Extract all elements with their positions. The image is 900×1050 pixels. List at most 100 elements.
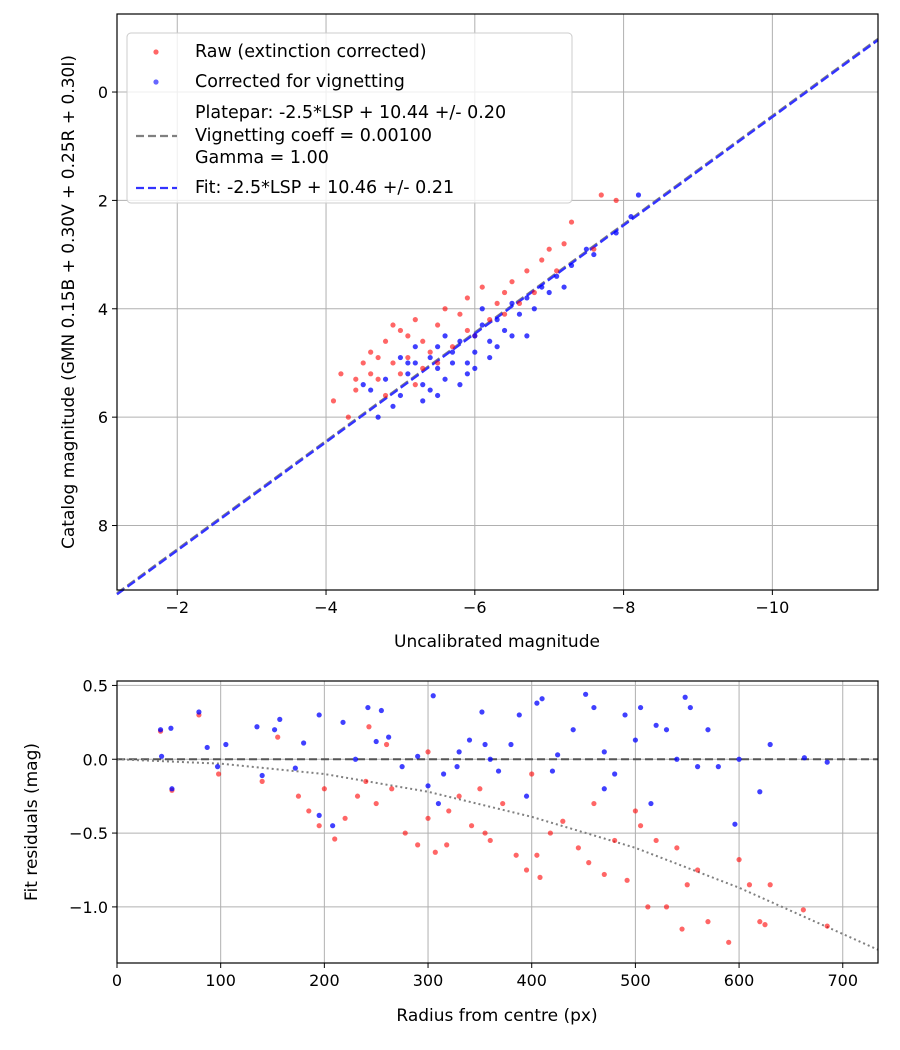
point-corrected <box>352 756 359 762</box>
point-corrected <box>158 753 165 759</box>
point-raw <box>487 317 493 323</box>
point-corrected <box>196 709 202 715</box>
point-raw <box>405 333 411 339</box>
point-raw <box>420 338 426 344</box>
point-corrected <box>430 693 436 699</box>
point-raw <box>824 923 830 929</box>
point-corrected <box>292 765 298 771</box>
point-corrected <box>509 333 515 339</box>
point-corrected <box>360 382 366 388</box>
point-corrected <box>622 712 628 718</box>
point-corrected <box>457 338 463 344</box>
x-tick-label: 0 <box>112 971 122 990</box>
point-raw <box>487 837 493 844</box>
point-raw <box>591 800 597 807</box>
y-tick-label: 4 <box>98 300 108 319</box>
point-raw <box>363 778 369 784</box>
point-corrected <box>801 755 807 761</box>
point-corrected <box>368 387 374 393</box>
point-corrected <box>682 694 688 700</box>
point-raw <box>405 354 411 361</box>
point-corrected <box>482 741 488 748</box>
point-raw <box>397 371 404 377</box>
point-corrected <box>555 752 561 758</box>
point-corrected <box>508 741 514 748</box>
point-raw <box>575 845 581 851</box>
point-raw <box>524 268 530 274</box>
point-raw <box>368 371 374 377</box>
point-corrected <box>412 360 418 366</box>
point-corrected <box>715 764 721 770</box>
point-raw <box>674 845 680 851</box>
point-raw <box>383 741 390 748</box>
point-raw <box>726 939 732 945</box>
point-corrected <box>524 295 530 301</box>
point-raw <box>561 241 567 247</box>
point-corrected <box>254 724 260 730</box>
point-raw <box>598 192 604 198</box>
point-corrected <box>223 741 229 748</box>
y-tick-label: 2 <box>98 191 108 210</box>
legend-marker-raw <box>153 49 159 55</box>
point-corrected <box>705 727 711 733</box>
point-corrected <box>375 414 381 420</box>
point-corrected <box>663 727 670 733</box>
point-corrected <box>516 712 522 718</box>
point-corrected <box>487 354 493 361</box>
point-raw <box>412 317 418 323</box>
y-axis-label: Catalog magnitude (GMN 0.15B + 0.30V + 0… <box>59 55 79 549</box>
point-corrected <box>637 704 644 711</box>
point-corrected <box>405 371 411 377</box>
point-raw <box>464 295 470 301</box>
legend-marker-corrected <box>153 79 159 85</box>
point-corrected <box>271 727 278 733</box>
point-corrected <box>601 749 607 755</box>
point-corrected <box>495 768 502 774</box>
point-corrected <box>694 764 701 770</box>
point-corrected <box>390 403 396 409</box>
point-raw <box>442 306 448 312</box>
point-raw <box>390 360 396 366</box>
point-corrected <box>378 707 384 714</box>
point-corrected <box>479 709 485 715</box>
point-raw <box>746 882 753 888</box>
scatter-points <box>330 192 642 420</box>
scatter-points <box>157 691 830 945</box>
point-raw <box>513 852 519 858</box>
y-tick-label: 8 <box>98 517 108 536</box>
ticks: −2 −4 −6 −8 −10 0 2 4 6 8 <box>98 83 789 617</box>
point-corrected <box>169 786 175 792</box>
point-corrected <box>554 273 560 279</box>
point-corrected <box>214 764 221 770</box>
point-raw <box>632 808 638 814</box>
point-raw <box>338 371 344 377</box>
point-corrected <box>425 783 431 789</box>
point-corrected <box>732 821 738 827</box>
x-tick-label: 500 <box>620 971 651 990</box>
x-tick-label: 200 <box>309 971 340 990</box>
point-raw <box>560 818 566 824</box>
point-raw <box>501 289 508 296</box>
point-corrected <box>440 771 447 777</box>
point-raw <box>375 354 381 361</box>
point-raw <box>449 344 456 350</box>
legend-platepar-2: Vignetting coeff = 0.00100 <box>195 126 432 146</box>
point-raw <box>554 268 560 274</box>
point-raw <box>389 786 395 792</box>
legend-platepar-1: Platepar: -2.5*LSP + 10.44 +/- 0.20 <box>195 103 506 123</box>
point-corrected <box>509 300 515 306</box>
x-tick-label: 700 <box>827 971 858 990</box>
point-raw <box>694 867 701 873</box>
point-raw <box>494 300 500 306</box>
point-corrected <box>757 789 763 795</box>
point-raw <box>295 793 302 799</box>
point-corrected <box>340 719 346 725</box>
x-tick-label: 300 <box>413 971 444 990</box>
point-raw <box>345 414 351 420</box>
point-raw <box>762 922 768 928</box>
point-corrected <box>583 691 589 697</box>
point-raw <box>534 852 540 858</box>
point-raw <box>420 365 426 371</box>
point-corrected <box>168 725 174 731</box>
point-raw <box>684 882 690 888</box>
